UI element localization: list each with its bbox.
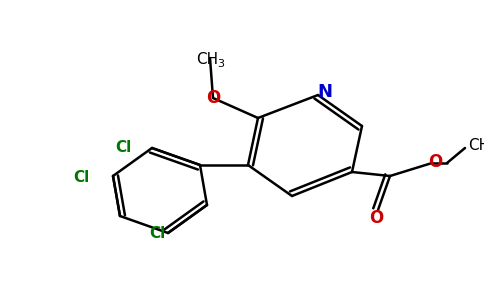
Text: CH: CH	[196, 52, 218, 67]
Text: O: O	[369, 209, 383, 227]
Text: CH: CH	[468, 137, 484, 152]
Text: Cl: Cl	[74, 170, 90, 185]
Text: Cl: Cl	[149, 226, 165, 242]
Text: 3: 3	[217, 59, 225, 69]
Text: Cl: Cl	[115, 140, 131, 155]
Text: O: O	[428, 153, 442, 171]
Text: N: N	[318, 83, 333, 101]
Text: O: O	[206, 89, 220, 107]
